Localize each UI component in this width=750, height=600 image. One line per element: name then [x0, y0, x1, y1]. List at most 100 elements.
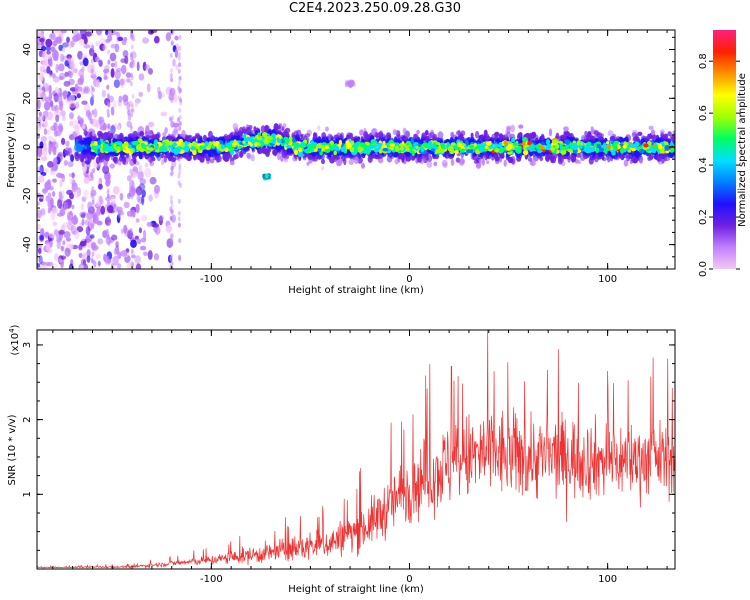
heat-cell	[90, 68, 94, 74]
heat-cell	[105, 196, 112, 202]
heat-cell	[131, 59, 135, 64]
heat-cell	[61, 55, 68, 61]
heat-cell	[102, 123, 107, 131]
heat-cell	[106, 234, 110, 240]
heat-cell	[557, 153, 562, 162]
heat-cell	[202, 134, 207, 142]
heat-cell	[178, 107, 182, 113]
heat-cell	[623, 141, 628, 146]
heat-cell	[416, 129, 420, 135]
heat-cell	[37, 263, 41, 268]
heat-cell	[361, 152, 366, 159]
heat-cell	[80, 213, 86, 219]
heat-cell	[177, 173, 181, 179]
heat-cell	[60, 255, 67, 260]
heat-cell	[76, 144, 82, 153]
heat-cell	[427, 154, 433, 163]
heat-cell	[92, 118, 97, 128]
heat-cell	[104, 154, 110, 162]
heat-cell	[164, 127, 168, 134]
heat-cell	[611, 150, 616, 156]
heat-cell	[360, 135, 364, 143]
heat-cell	[503, 159, 507, 167]
heat-cell	[249, 129, 253, 135]
heat-cell	[177, 85, 181, 91]
heat-cell	[152, 223, 160, 228]
heat-cell	[661, 157, 665, 164]
heat-cell	[49, 170, 56, 176]
heat-cell	[283, 158, 288, 163]
heat-cell	[56, 153, 63, 162]
heat-cell	[576, 152, 581, 158]
heat-cell	[71, 204, 75, 210]
heat-cell	[602, 157, 607, 162]
heat-cell	[91, 186, 95, 192]
heat-cell	[131, 233, 135, 239]
heat-cell	[178, 254, 182, 260]
heat-cell	[56, 212, 64, 217]
heat-cell	[263, 140, 269, 145]
heat-cell	[98, 59, 103, 67]
heat-cell	[599, 147, 605, 152]
heat-cell	[307, 154, 313, 160]
heat-cell	[117, 251, 122, 259]
heat-cell	[484, 136, 489, 142]
heat-cell	[336, 159, 342, 167]
heat-cell	[112, 137, 116, 144]
heat-cell	[138, 151, 143, 160]
heat-cell	[138, 227, 142, 234]
heat-cell	[170, 253, 173, 259]
heat-cell	[246, 153, 252, 160]
heat-cell	[417, 158, 422, 163]
heat-cell	[206, 157, 211, 165]
heat-cell	[357, 147, 363, 153]
heat-cell	[106, 190, 110, 196]
heat-cell	[52, 178, 57, 183]
heat-cell	[95, 253, 101, 259]
heat-cell	[230, 131, 235, 137]
heat-cell	[377, 131, 384, 139]
heat-cell	[37, 223, 41, 231]
heat-cell	[48, 84, 52, 94]
heat-cell	[91, 94, 95, 100]
heat-cell	[593, 154, 599, 163]
heat-cell	[277, 125, 281, 130]
heat-cell	[570, 155, 577, 163]
heat-cell	[83, 36, 88, 45]
heat-cell	[37, 41, 41, 50]
heat-cell	[135, 186, 143, 196]
heat-cell	[560, 149, 567, 155]
heat-cell	[58, 100, 64, 107]
heat-cell	[39, 38, 45, 43]
heat-cell	[120, 64, 127, 75]
heat-cell	[53, 157, 58, 166]
heat-cell	[126, 101, 131, 112]
heat-cell	[86, 255, 91, 263]
heat-cell	[69, 243, 74, 250]
heat-cell	[162, 131, 167, 137]
heat-cell	[89, 47, 95, 57]
heat-cell	[135, 263, 142, 269]
heat-cell	[529, 160, 534, 166]
heat-cell	[506, 131, 512, 139]
heat-cell	[110, 125, 116, 135]
heat-cell	[178, 165, 182, 171]
heat-cell	[208, 149, 213, 154]
heat-cell	[143, 251, 148, 257]
heat-cell	[92, 75, 95, 81]
heat-cell	[178, 126, 182, 131]
figure-title: C2E4.2023.250.09.28.G30	[288, 1, 462, 16]
heat-cell	[70, 225, 77, 235]
heat-cell	[420, 146, 425, 153]
heat-cell	[37, 125, 41, 132]
heat-cell	[130, 75, 134, 81]
heat-cell	[69, 112, 74, 120]
heat-cell	[148, 194, 153, 202]
heat-cell	[113, 247, 118, 256]
heat-cell	[433, 161, 438, 167]
heat-cell	[346, 132, 352, 139]
heat-cell	[116, 124, 121, 130]
heat-cell	[106, 174, 110, 179]
heat-cell	[289, 148, 294, 154]
heat-cell	[486, 160, 490, 165]
